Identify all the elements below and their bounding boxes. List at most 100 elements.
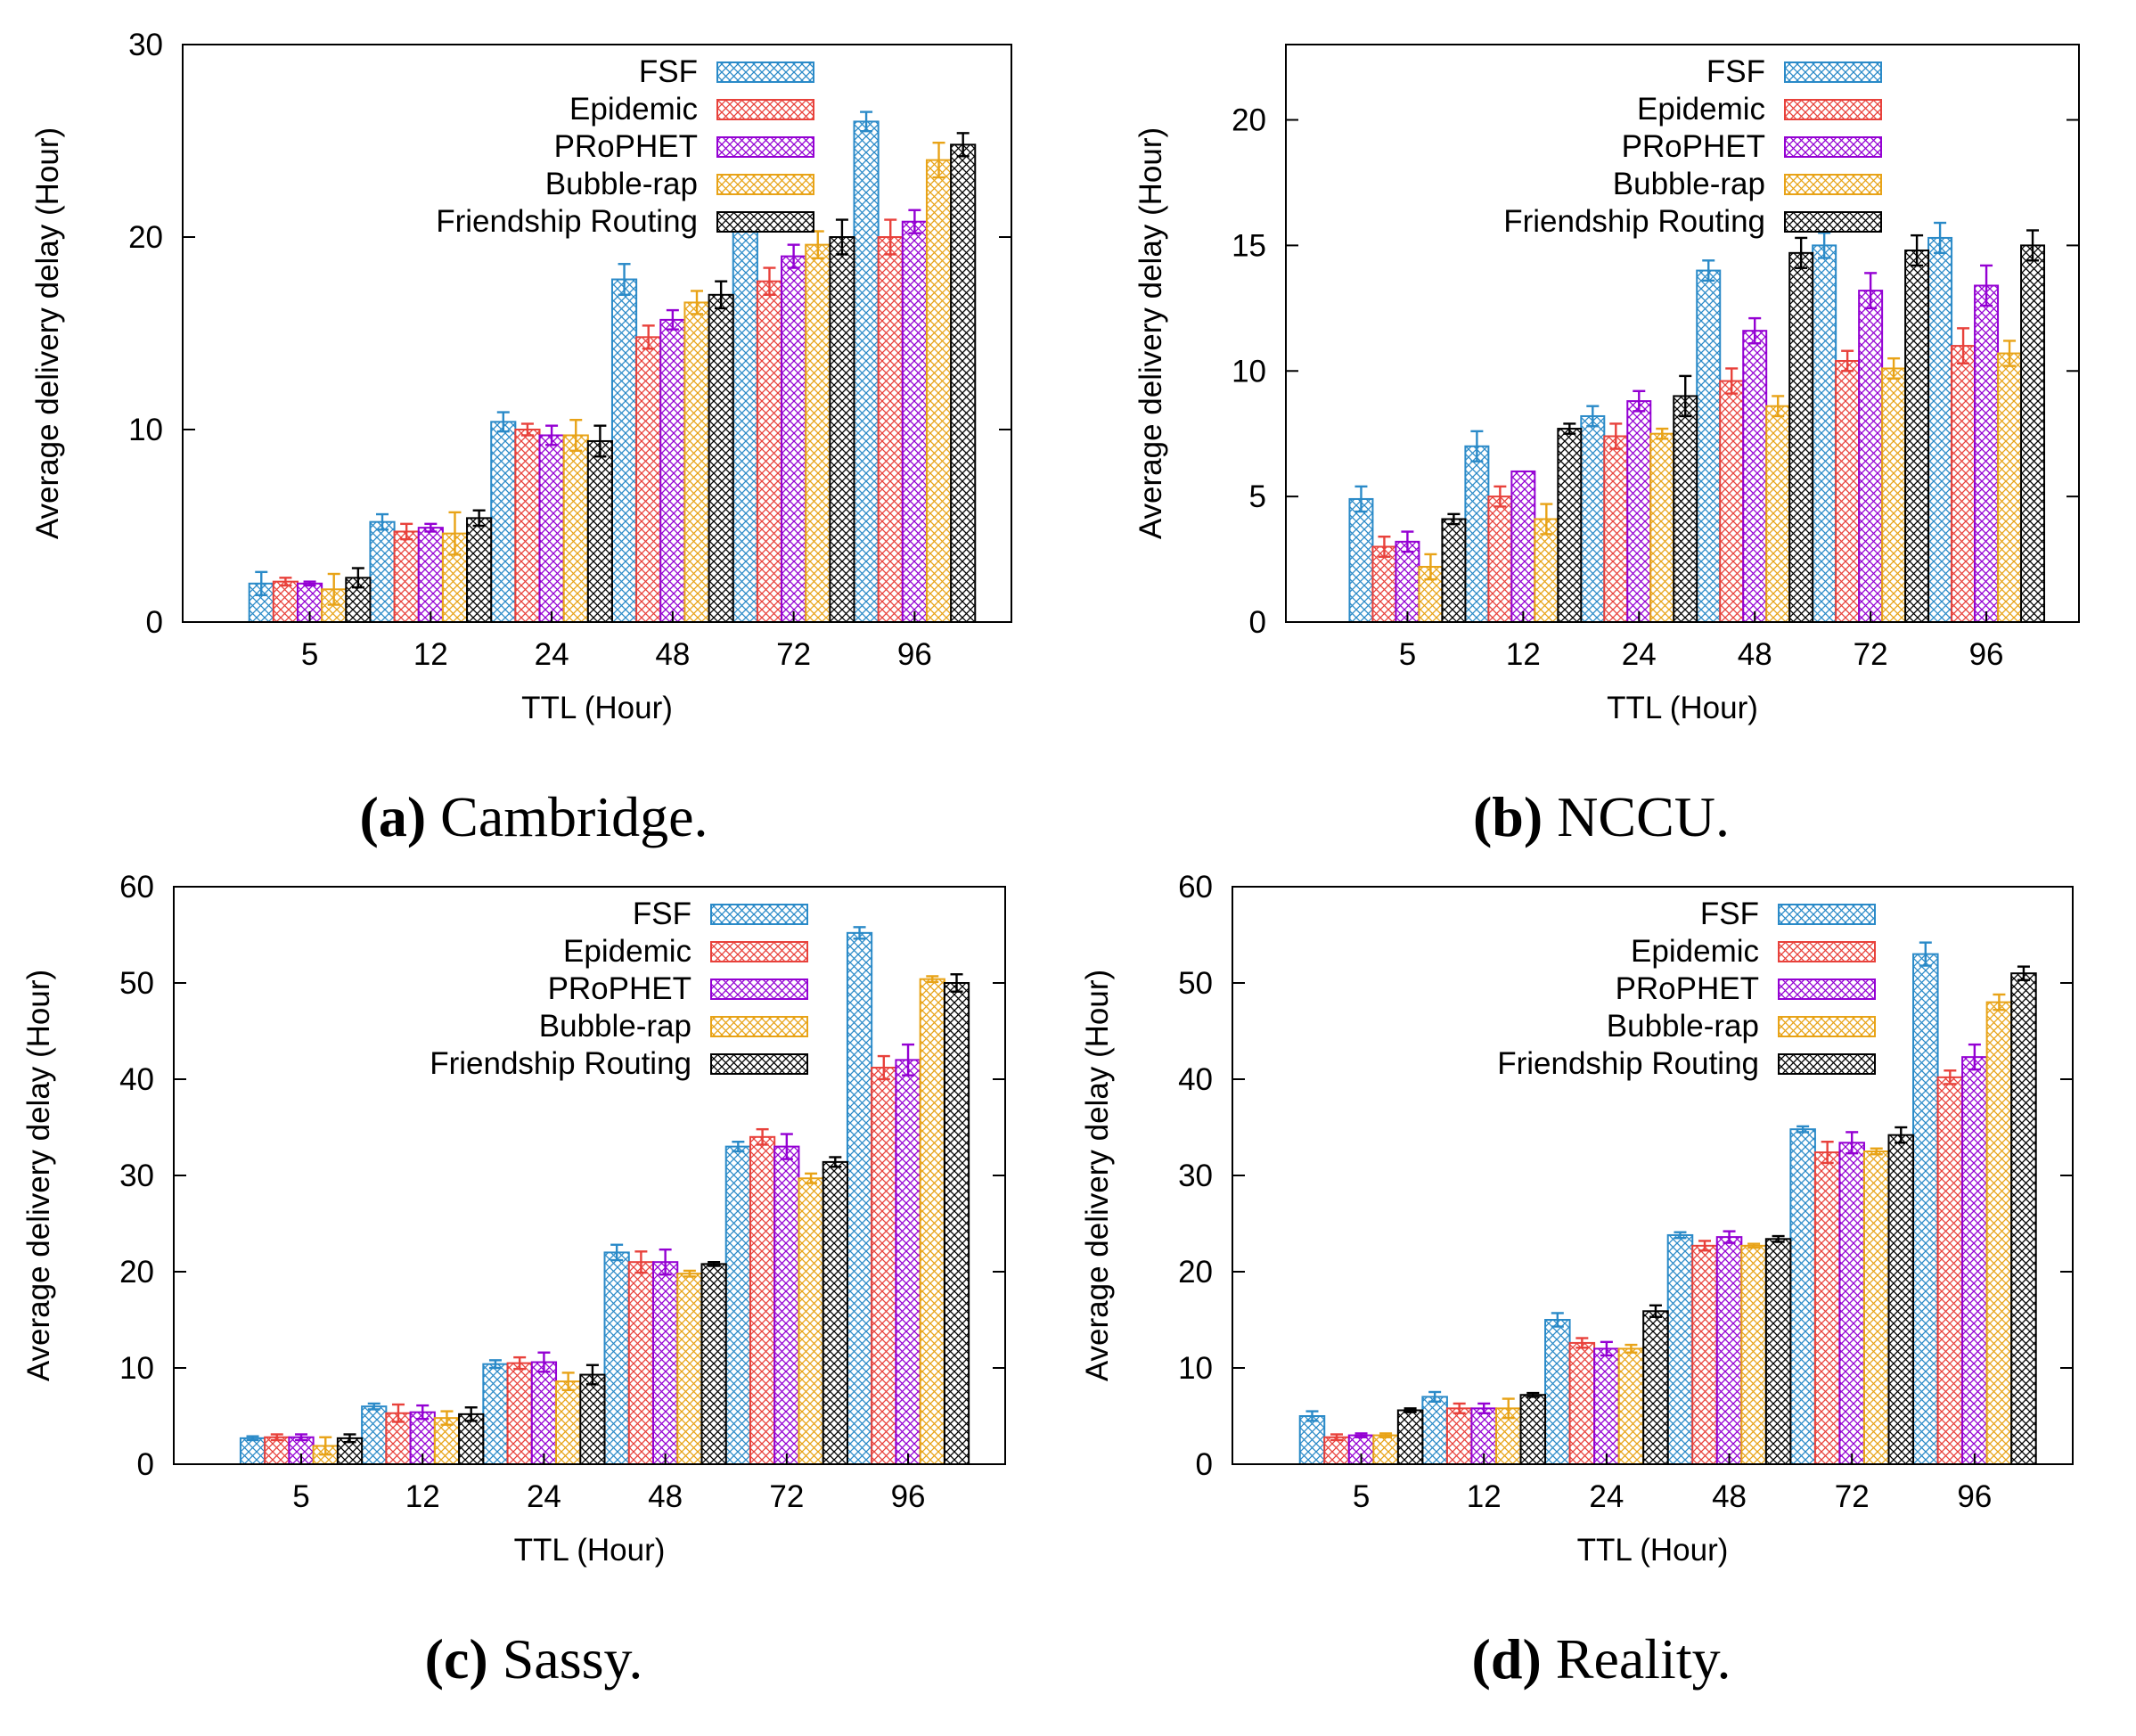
errorbar-fsf-72: [1818, 232, 1831, 259]
bar-epidemic-24: [1603, 435, 1629, 623]
errorbar-epidemic-5: [1330, 1433, 1344, 1442]
bar-fsf-96: [1912, 953, 1939, 1466]
bar-fsf-96: [1927, 236, 1953, 623]
bar-friendship-routing-24: [586, 439, 613, 623]
chart-a: 0 10 20 30 5 12 24 48 72 96 TTL (Hour) Average deli…: [30, 28, 1012, 725]
bar-prophet-72: [1858, 290, 1884, 623]
y-tick-label: 60: [119, 870, 154, 905]
errorbar-bubble-rap-96: [1993, 993, 2006, 1011]
bar-prophet-12: [1510, 470, 1536, 624]
errorbar-epidemic-12: [391, 1403, 405, 1423]
x-tick-label: 24: [1589, 1479, 1624, 1514]
bar-friendship-routing-24: [579, 1373, 606, 1465]
x-tick-label: 5: [1399, 637, 1416, 672]
bar-fsf-5: [239, 1437, 266, 1466]
bar-epidemic-72: [756, 280, 783, 623]
caption-d: (d) Reality.: [1068, 1626, 2135, 1692]
errorbar-bubble-rap-24: [561, 1372, 575, 1392]
bar-fsf-12: [1421, 1396, 1448, 1466]
errorbar-bubble-rap-5: [1424, 553, 1437, 581]
bar-epidemic-96: [871, 1067, 897, 1465]
legend-swatch-fsf: [710, 904, 808, 925]
x-axis-label: TTL (Hour): [514, 1533, 666, 1568]
bar-epidemic-5: [272, 580, 299, 624]
errorbar-epidemic-96: [1957, 327, 1970, 365]
legend-swatch-fsf: [1784, 61, 1882, 83]
y-tick-label: 0: [137, 1447, 154, 1482]
bar-bubble-rap-24: [562, 434, 589, 624]
caption-a: (a) Cambridge.: [0, 784, 1068, 850]
errorbar-bubble-rap-12: [440, 1410, 454, 1426]
errorbar-friendship-routing-24: [593, 424, 607, 458]
errorbar-epidemic-48: [1698, 1240, 1712, 1252]
bar-bubble-rap-96: [1985, 1001, 2013, 1466]
legend-label-prophet: PRoPHET: [1616, 971, 1759, 1006]
errorbar-friendship-routing-48: [1772, 1234, 1785, 1243]
errorbar-prophet-24: [1633, 389, 1646, 413]
bar-friendship-routing-96: [2020, 244, 2046, 623]
x-tick-label: 5: [301, 637, 318, 672]
errorbar-epidemic-96: [1944, 1069, 1957, 1085]
bar-fsf-5: [1298, 1415, 1326, 1465]
x-axis-label: TTL (Hour): [521, 691, 673, 725]
errorbar-fsf-24: [496, 411, 510, 433]
errorbar-friendship-routing-12: [1563, 422, 1576, 435]
caption-b: (b) NCCU.: [1068, 784, 2135, 850]
errorbar-fsf-12: [1470, 430, 1484, 463]
errorbar-bubble-rap-96: [926, 975, 939, 984]
x-tick-label: 72: [776, 637, 811, 672]
legend-label-fsf: FSF: [1706, 54, 1765, 89]
errorbar-bubble-rap-48: [691, 290, 704, 315]
x-axis-label: TTL (Hour): [1577, 1533, 1729, 1568]
caption-a-letter: (a): [359, 785, 427, 848]
bar-fsf-24: [1544, 1319, 1571, 1465]
x-tick-label: 24: [527, 1479, 561, 1514]
bar-epidemic-48: [1691, 1244, 1718, 1465]
errorbar-fsf-5: [246, 1435, 259, 1442]
legend-label-bubble-rap: Bubble-rap: [539, 1009, 692, 1044]
errorbar-prophet-72: [1845, 1131, 1859, 1155]
errorbar-prophet-48: [666, 308, 679, 331]
bar-epidemic-48: [627, 1261, 655, 1466]
y-tick-label: 40: [1178, 1062, 1213, 1097]
x-tick-label: 48: [1712, 1479, 1747, 1514]
caption-a-text: Cambridge.: [426, 785, 708, 848]
legend-label-bubble-rap: Bubble-rap: [1607, 1009, 1759, 1044]
errorbar-bubble-rap-96: [932, 141, 945, 179]
errorbar-fsf-48: [610, 1243, 624, 1262]
bar-friendship-routing-5: [1441, 518, 1467, 623]
errorbar-fsf-12: [367, 1402, 381, 1411]
legend-label-epidemic: Epidemic: [1631, 934, 1759, 969]
bar-bubble-rap-24: [1617, 1347, 1645, 1466]
errorbar-prophet-5: [303, 580, 316, 587]
legend-label-bubble-rap: Bubble-rap: [1613, 167, 1765, 201]
y-tick-label: 30: [119, 1159, 154, 1193]
bar-friendship-routing-96: [2010, 972, 2037, 1465]
legend-label-epidemic: Epidemic: [1637, 92, 1765, 127]
legend-label-epidemic: Epidemic: [569, 92, 698, 127]
y-tick-label: 50: [1178, 966, 1213, 1001]
bar-friendship-routing-48: [1764, 1238, 1792, 1465]
errorbar-friendship-routing-96: [956, 132, 970, 158]
x-tick-label: 72: [1854, 637, 1888, 672]
chart-d: 0 10 20 30 40 50 60 5 12 24 48 72 96 TTL (Hour) Averag…: [1080, 870, 2074, 1568]
errorbar-friendship-routing-72: [829, 1156, 842, 1168]
legend-label-friendship-routing: Friendship Routing: [1503, 204, 1765, 239]
legend-swatch-prophet: [1778, 979, 1876, 1000]
legend-swatch-epidemic: [1778, 941, 1876, 962]
errorbar-epidemic-24: [520, 422, 534, 437]
errorbar-fsf-24: [1586, 405, 1600, 428]
bar-epidemic-24: [514, 429, 541, 623]
bar-prophet-24: [538, 434, 565, 624]
x-axis-label: TTL (Hour): [1607, 691, 1758, 725]
chart-panel-b: 0 5 10 15 20 5 12 24 48 72 96 TTL (Hour) Average del…: [1068, 0, 2135, 868]
legend-swatch-epidemic: [710, 941, 808, 962]
errorbar-fsf-48: [618, 263, 631, 296]
errorbar-friendship-routing-48: [708, 1261, 721, 1267]
errorbar-prophet-24: [1600, 1340, 1613, 1357]
bar-fsf-72: [724, 1145, 751, 1465]
errorbar-bubble-rap-12: [1502, 1397, 1515, 1420]
errorbar-prophet-96: [902, 1043, 915, 1077]
errorbar-prophet-5: [295, 1433, 308, 1442]
y-tick-label: 0: [1196, 1447, 1213, 1482]
